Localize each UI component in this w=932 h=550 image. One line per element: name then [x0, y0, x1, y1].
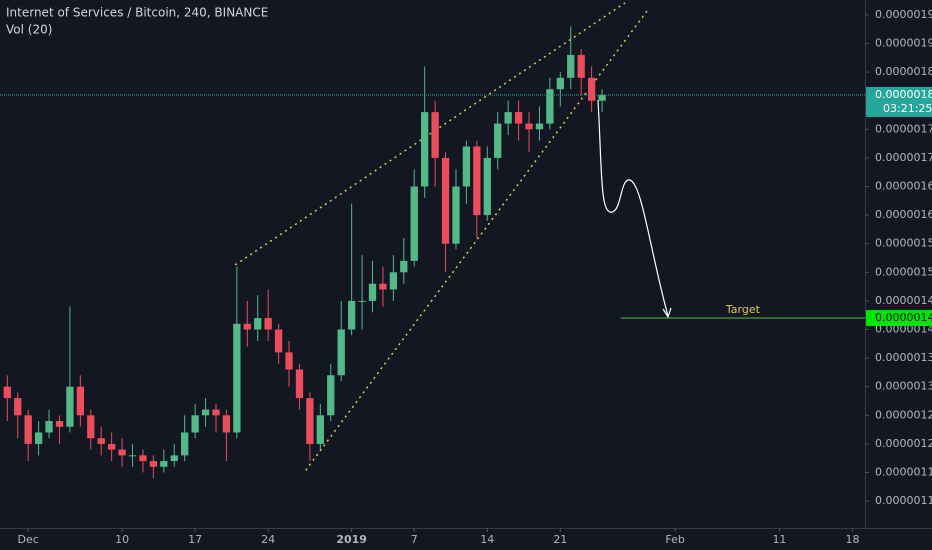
candle-body [149, 461, 158, 467]
candle-body [243, 323, 251, 330]
candle-body [473, 146, 481, 216]
target-text: Target [725, 303, 761, 316]
candle-body [264, 318, 272, 330]
candle-body [118, 449, 126, 456]
x-tick-label: Dec [18, 533, 39, 546]
candle-body [462, 146, 471, 187]
candle-body [556, 77, 564, 90]
countdown-label: 03:21:25 [883, 102, 932, 115]
y-tick-label: 0.00000155 [875, 237, 932, 250]
candle-body [337, 329, 345, 376]
candle-body [504, 112, 512, 124]
candle-body [170, 455, 178, 462]
candle-body [494, 123, 502, 158]
last-price-label: 0.00000181 [875, 88, 932, 101]
candle-body [358, 300, 366, 302]
candle-body [316, 415, 324, 444]
candle-body [368, 283, 377, 301]
candle-body [567, 54, 575, 78]
y-tick-label: 0.00000135 [875, 351, 932, 364]
candle-body [452, 186, 460, 244]
candle-body [201, 409, 210, 416]
x-tick-label: 11 [772, 533, 786, 546]
chart-title: Internet of Services / Bitcoin, 240, BIN… [6, 6, 268, 20]
candle-body [400, 260, 408, 273]
x-tick-label: 2019 [336, 533, 367, 546]
y-tick-label: 0.00000185 [875, 65, 932, 78]
candle-body [327, 375, 335, 416]
candle-body [97, 438, 105, 444]
candle-body [483, 157, 491, 216]
candle-body [34, 432, 43, 444]
candle-body [525, 123, 533, 130]
candle-body [347, 300, 356, 330]
x-tick-label: 24 [261, 533, 275, 546]
candle-body [254, 318, 262, 330]
y-tick-label: 0.00000145 [875, 294, 932, 307]
candle-body [514, 112, 523, 124]
candle-body [107, 443, 116, 450]
x-tick-label: Feb [665, 533, 684, 546]
candle-body [128, 455, 137, 457]
projection-arrow [597, 99, 669, 317]
x-tick-label: 10 [115, 533, 129, 546]
candle-body [66, 386, 74, 427]
candle-body [546, 89, 554, 124]
y-tick-label: 0.00000165 [875, 179, 932, 192]
candle-body [441, 157, 450, 244]
candle-body [222, 415, 231, 433]
candle-body [389, 272, 398, 290]
candle-body [55, 421, 64, 427]
y-tick-label: 0.00000195 [875, 8, 932, 21]
x-tick-label: 14 [480, 533, 494, 546]
candle-body [87, 415, 95, 439]
x-tick-label: 21 [553, 533, 567, 546]
candle-body [431, 112, 439, 158]
candle-body [160, 461, 168, 467]
candle-body [139, 455, 147, 462]
candle-body [45, 421, 53, 433]
candle-body [285, 352, 293, 370]
candle-body [24, 415, 32, 444]
candle-body [379, 283, 387, 290]
y-tick-label: 0.00000115 [875, 466, 932, 479]
x-tick-label: 17 [188, 533, 202, 546]
arrow-head [662, 307, 672, 319]
candle-body [577, 54, 585, 78]
candle-body [212, 409, 220, 416]
candle-body [598, 94, 606, 101]
candle-body [587, 77, 596, 101]
candle-body [181, 432, 189, 456]
candle-body [410, 186, 418, 261]
candle-body [306, 398, 314, 444]
x-tick-label: 7 [411, 533, 418, 546]
candle-body [3, 386, 11, 399]
candle-body [233, 323, 241, 433]
volume-label: Vol (20) [6, 23, 52, 37]
candle-body [535, 123, 544, 130]
trend-line [234, 2, 626, 266]
target-price-label: 0.00000142 [875, 311, 932, 324]
candle-body [191, 415, 199, 433]
candle-body [295, 369, 304, 399]
target-price-box [866, 310, 932, 327]
y-tick-label: 0.00000175 [875, 122, 932, 135]
candle-body [14, 398, 22, 416]
candle-body [421, 112, 429, 187]
candle-body [76, 386, 84, 416]
candle-body [274, 329, 283, 353]
last-price-box [866, 86, 932, 117]
y-tick-label: 0.00000125 [875, 408, 932, 421]
x-tick-label: 18 [845, 533, 859, 546]
